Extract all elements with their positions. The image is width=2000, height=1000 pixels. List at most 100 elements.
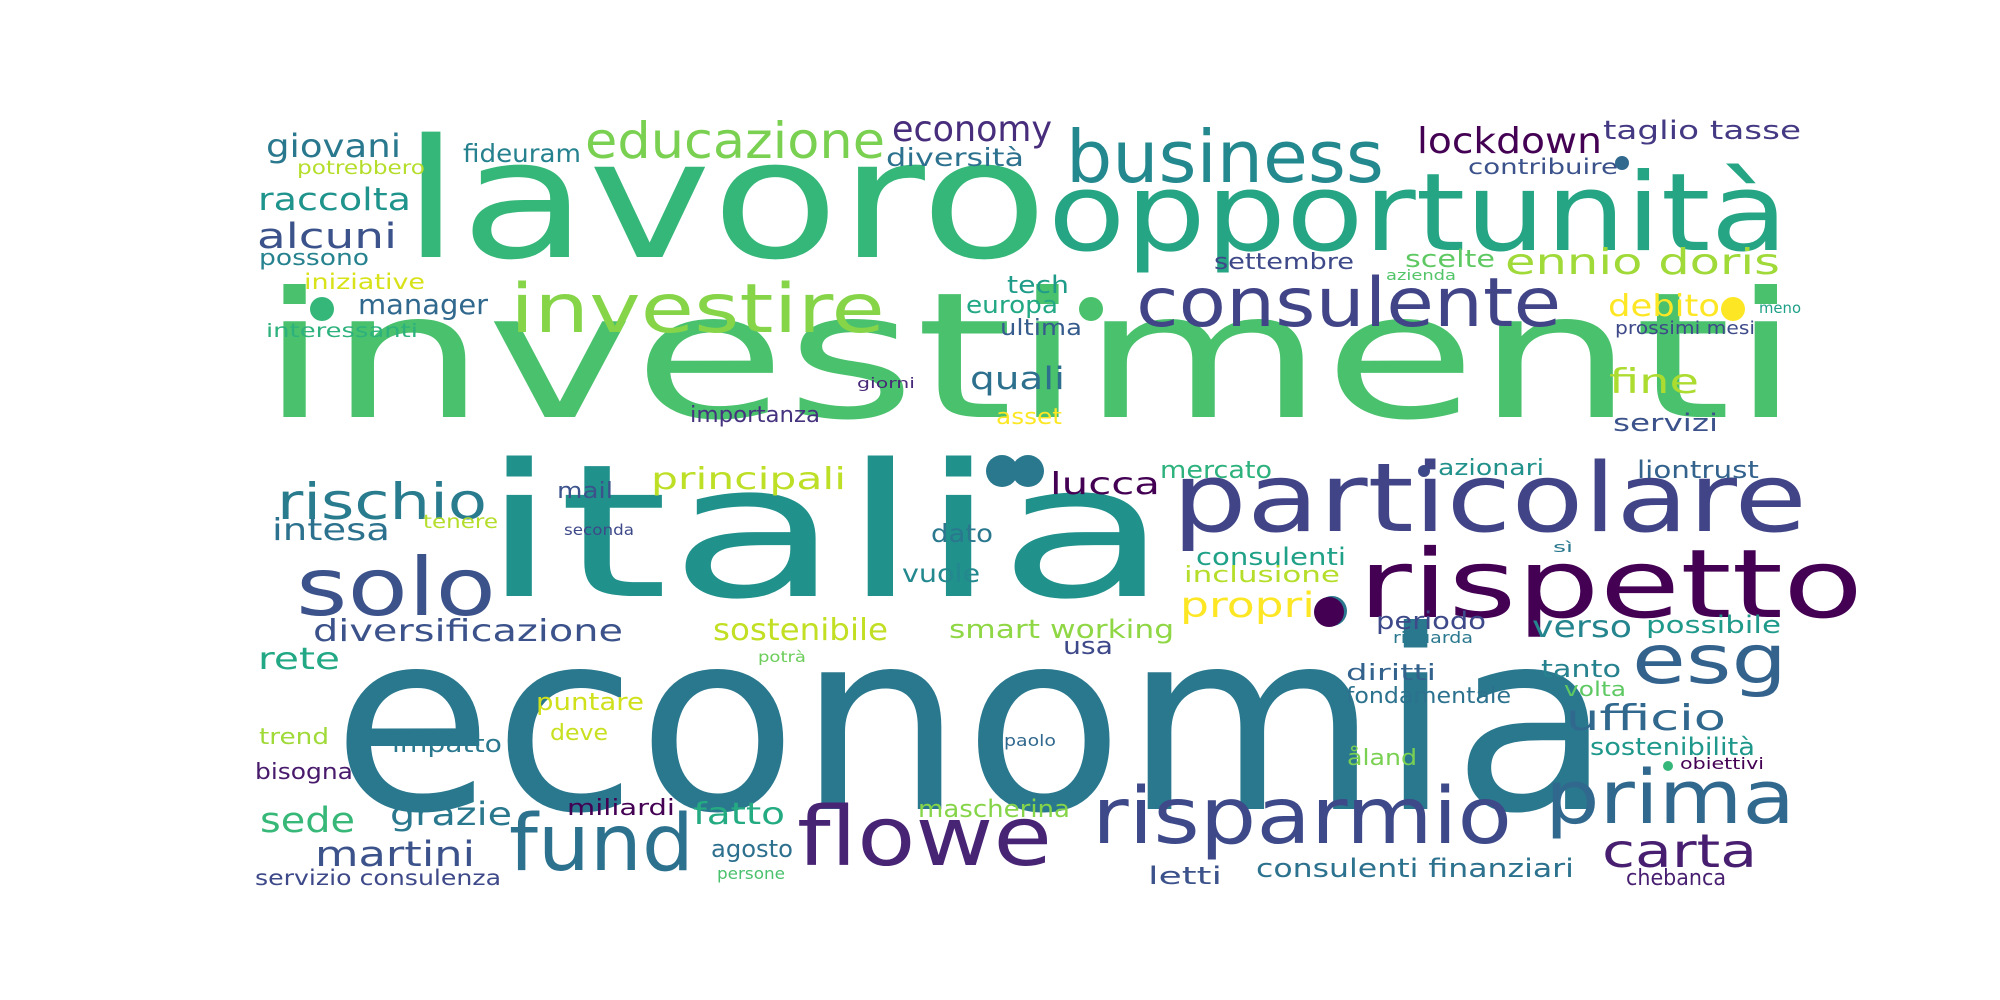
word-liontrust: liontrust [1637, 456, 1759, 484]
word-europa: europa [966, 291, 1059, 319]
word-debito: debito [1608, 289, 1721, 324]
word-deve: deve [550, 721, 609, 746]
word-giorni: giorni [857, 376, 916, 392]
word-mercato: mercato [1160, 456, 1273, 484]
word-economy: economy [892, 109, 1053, 150]
word-sede: sede [260, 801, 355, 841]
word-propri: propri [1180, 586, 1315, 626]
word-periodo: periodo [1376, 607, 1487, 635]
word-sì: sì [1553, 540, 1574, 556]
word-prossimi-mesi: prossimi mesi [1615, 318, 1756, 339]
word-mascherina: mascherina [918, 795, 1070, 823]
word-vuole: vuole [902, 559, 981, 588]
word-risparmio: risparmio [1092, 772, 1512, 862]
word-inclusione: inclusione [1184, 563, 1341, 588]
word-diversificazione: diversificazione [313, 614, 623, 649]
word-rischio: rischio [277, 473, 487, 531]
word-seconda: seconda [564, 521, 634, 539]
word-fondamentale: fondamentale [1346, 684, 1512, 709]
word-esg: esg [1632, 621, 1788, 700]
word-principali: principali [651, 462, 847, 497]
word-miliardi: miliardi [567, 796, 675, 821]
word-economia: economia [332, 577, 1613, 868]
word-fatto: fatto [693, 797, 786, 832]
word-particolare: particolare [1172, 444, 1807, 554]
word-flowe: flowe [797, 790, 1053, 885]
bullet-dot [1012, 455, 1044, 487]
word-paolo: paolo [1004, 731, 1056, 750]
word-agosto: agosto [711, 835, 793, 863]
bullet-dot [1418, 465, 1430, 477]
word-rete: rete [258, 642, 341, 677]
word-potrebbero: potrebbero [297, 157, 425, 179]
word-giovani: giovani [266, 127, 402, 165]
word-interessanti: interessanti [266, 320, 419, 342]
word-ennio-doris: ennio doris [1505, 242, 1780, 283]
word-investimenti: investimenti [260, 256, 1801, 459]
word-impatto: impatto [392, 730, 502, 758]
word-smart-working: smart working [949, 615, 1175, 645]
word-fine: fine [1609, 362, 1700, 402]
word-manager: manager [358, 288, 489, 321]
word-lucca: lucca [1050, 467, 1160, 502]
word-intesa: intesa [272, 513, 390, 548]
word-consulente: consulente [1136, 264, 1562, 343]
word-italia: italia [480, 424, 1171, 640]
bullet-dot [1721, 297, 1745, 321]
word-meno: meno [1759, 299, 1802, 317]
word-puntare: puntare [536, 688, 644, 716]
word-azienda: azienda [1386, 268, 1457, 284]
word-educazione: educazione [585, 112, 886, 170]
word-fund: fund [509, 799, 694, 889]
word-bisogna: bisogna [255, 760, 353, 785]
word-contribuire: contribuire [1468, 155, 1619, 179]
bullet-dot [1663, 761, 1673, 771]
word-possibile: possibile [1646, 611, 1781, 639]
word-letti: letti [1148, 862, 1222, 890]
word-settembre: settembre [1214, 250, 1355, 275]
word-sostenibilità: sostenibilità [1590, 733, 1755, 761]
word-ufficio: ufficio [1566, 698, 1727, 739]
word-iniziative: iniziative [304, 270, 426, 294]
bullet-dot [1615, 156, 1629, 170]
word-obiettivi: obiettivi [1680, 754, 1765, 773]
word-servizio-consulenza: servizio consulenza [255, 866, 502, 890]
word-alcuni: alcuni [257, 217, 398, 257]
word-grazie: grazie [390, 795, 512, 833]
word-fideuram: fideuram [463, 139, 581, 168]
word-opportunità: opportunità [1048, 151, 1789, 276]
word-importanza: importanza [690, 403, 820, 428]
word-consulenti: consulenti [1196, 543, 1346, 571]
word-rispetto: rispetto [1358, 530, 1864, 640]
word-investire: investire [510, 270, 885, 349]
word-verso: verso [1532, 610, 1633, 645]
word-tech: tech [1007, 271, 1070, 299]
bullet-dot [1314, 597, 1344, 627]
word-consulenti-finanziari: consulenti finanziari [1256, 854, 1574, 884]
word-lockdown: lockdown [1417, 121, 1602, 162]
word-dato: dato [931, 519, 993, 548]
word-ultima: ultima [1000, 316, 1082, 341]
word-lavoro: lavoro [402, 104, 1049, 296]
word-servizi: servizi [1613, 409, 1719, 437]
word-solo: solo [296, 541, 496, 634]
word-martini: martini [315, 835, 476, 875]
word-raccolta: raccolta [258, 182, 411, 218]
word-åland: åland [1347, 746, 1418, 771]
word-tanto: tanto [1541, 655, 1621, 683]
word-diritti: diritti [1346, 661, 1437, 686]
word-scelte: scelte [1405, 245, 1495, 273]
word-carta: carta [1602, 824, 1758, 878]
word-prima: prima [1545, 755, 1796, 841]
bullet-dot [310, 297, 334, 321]
word-trend: trend [259, 725, 330, 750]
bullet-dot [1079, 297, 1103, 321]
word-volta: volta [1564, 677, 1627, 701]
word-persone: persone [717, 864, 785, 883]
word-tenere: tenere [423, 511, 498, 533]
word-mail: mail [557, 479, 614, 504]
word-asset: asset [996, 405, 1063, 430]
word-usa: usa [1063, 632, 1114, 660]
word-diversità: diversità [886, 143, 1024, 172]
